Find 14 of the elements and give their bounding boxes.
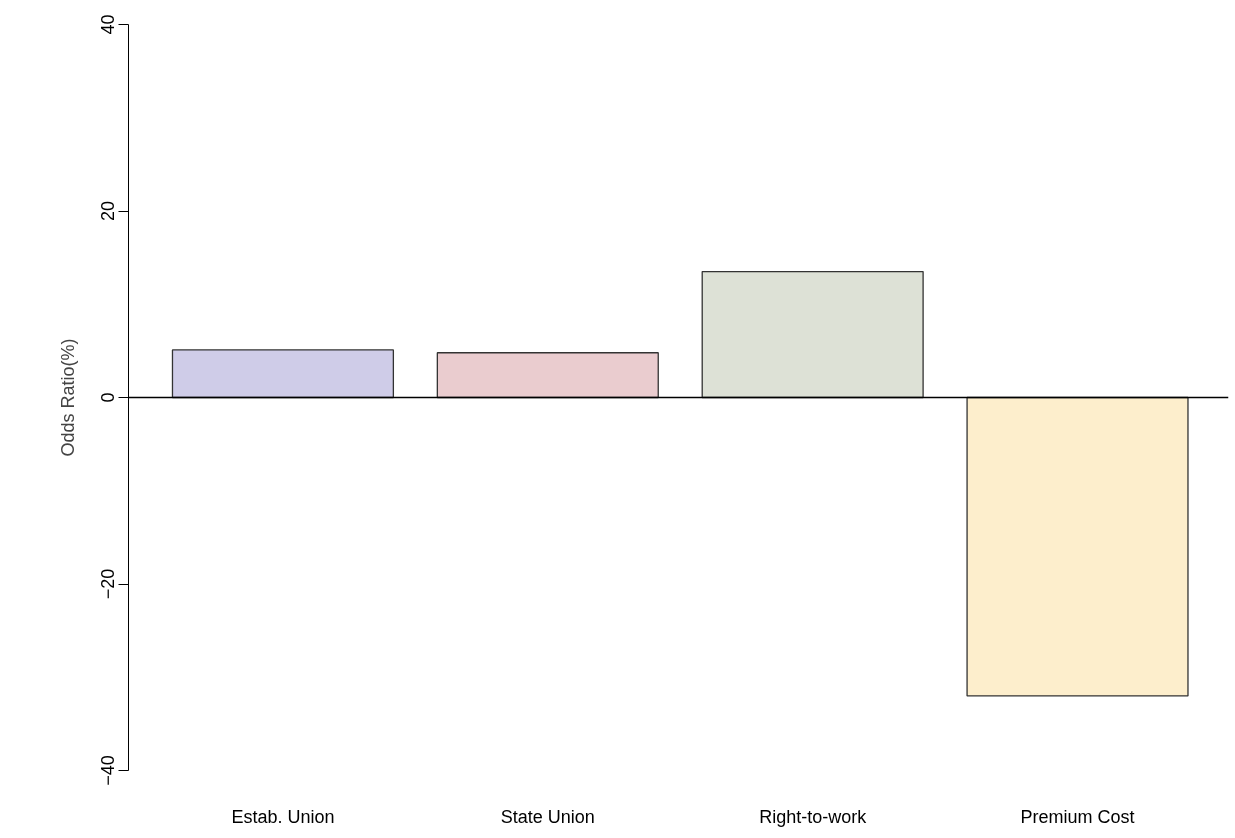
x-tick-label: State Union (500, 806, 595, 827)
y-tick-label: 0 (97, 392, 118, 403)
bar (701, 270, 924, 399)
x-tick-label: Right-to-work (759, 806, 868, 827)
x-tick-label: Premium Cost (1020, 806, 1135, 827)
y-axis-title: Odds Ratio(%) (57, 338, 78, 457)
bar (171, 349, 395, 399)
y-tick-label: 40 (97, 14, 118, 35)
y-tick-label: −40 (97, 755, 118, 786)
x-tick-label: Estab. Union (231, 806, 335, 827)
y-tick-label: −20 (97, 568, 118, 600)
bar (436, 352, 659, 399)
y-tick-label: 20 (97, 200, 118, 222)
bar (966, 396, 1189, 697)
